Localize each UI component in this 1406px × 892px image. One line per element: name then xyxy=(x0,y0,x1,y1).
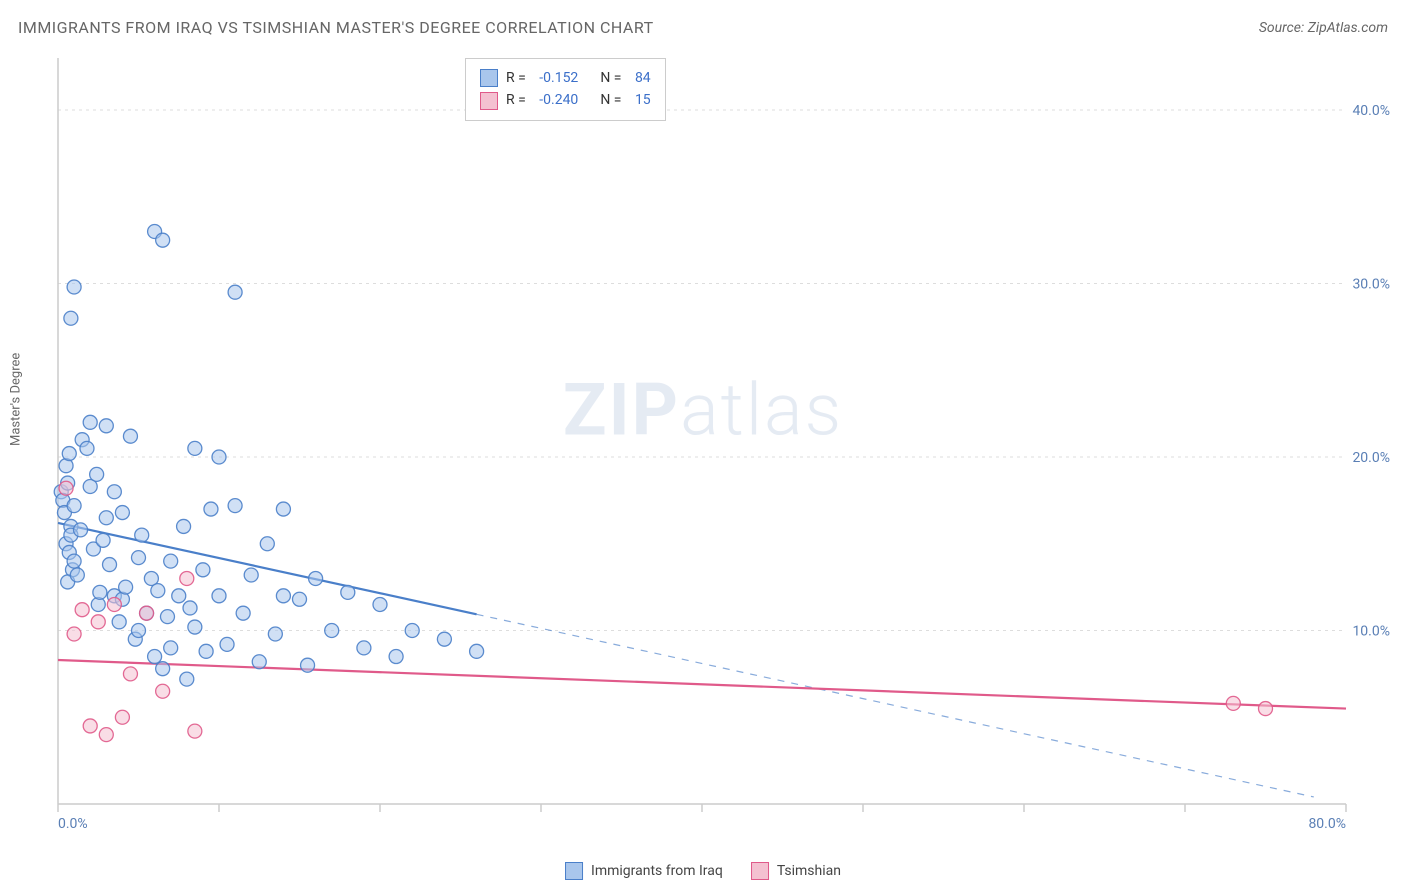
svg-text:80.0%: 80.0% xyxy=(1308,816,1346,832)
legend-swatch xyxy=(480,92,498,110)
series-legend: Immigrants from Iraq Tsimshian xyxy=(565,862,841,880)
source-attribution: Source: ZipAtlas.com xyxy=(1259,20,1388,36)
chart-container: IMMIGRANTS FROM IRAQ VS TSIMSHIAN MASTER… xyxy=(0,0,1406,892)
correlation-legend: R = -0.152 N = 84 R = -0.240 N = 15 xyxy=(465,58,666,121)
r-label: R = xyxy=(506,67,526,89)
header-row: IMMIGRANTS FROM IRAQ VS TSIMSHIAN MASTER… xyxy=(18,18,1388,37)
legend-item: Tsimshian xyxy=(751,862,841,880)
legend-label: Tsimshian xyxy=(777,863,841,879)
plot-area: 0.0% 80.0% 10.0% 20.0% 30.0% 40.0% xyxy=(50,50,1396,832)
svg-text:20.0%: 20.0% xyxy=(1352,450,1390,466)
legend-label: Immigrants from Iraq xyxy=(591,863,723,879)
svg-text:40.0%: 40.0% xyxy=(1352,103,1390,119)
n-value: 84 xyxy=(631,67,650,89)
n-value: 15 xyxy=(631,89,650,111)
legend-swatch xyxy=(480,69,498,87)
svg-text:0.0%: 0.0% xyxy=(58,816,88,832)
scatter-chart-svg: 0.0% 80.0% 10.0% 20.0% 30.0% 40.0% xyxy=(50,50,1396,832)
correlation-legend-row: R = -0.240 N = 15 xyxy=(480,89,651,111)
y-axis-label: Master's Degree xyxy=(9,353,24,446)
legend-swatch xyxy=(751,862,769,880)
n-label: N = xyxy=(600,89,621,111)
correlation-legend-row: R = -0.152 N = 84 xyxy=(480,67,651,89)
svg-text:10.0%: 10.0% xyxy=(1352,624,1390,640)
legend-item: Immigrants from Iraq xyxy=(565,862,723,880)
n-label: N = xyxy=(600,67,621,89)
chart-title: IMMIGRANTS FROM IRAQ VS TSIMSHIAN MASTER… xyxy=(18,18,654,37)
r-value: -0.240 xyxy=(536,89,579,111)
r-value: -0.152 xyxy=(536,67,579,89)
legend-swatch xyxy=(565,862,583,880)
r-label: R = xyxy=(506,89,526,111)
svg-text:30.0%: 30.0% xyxy=(1352,277,1390,293)
